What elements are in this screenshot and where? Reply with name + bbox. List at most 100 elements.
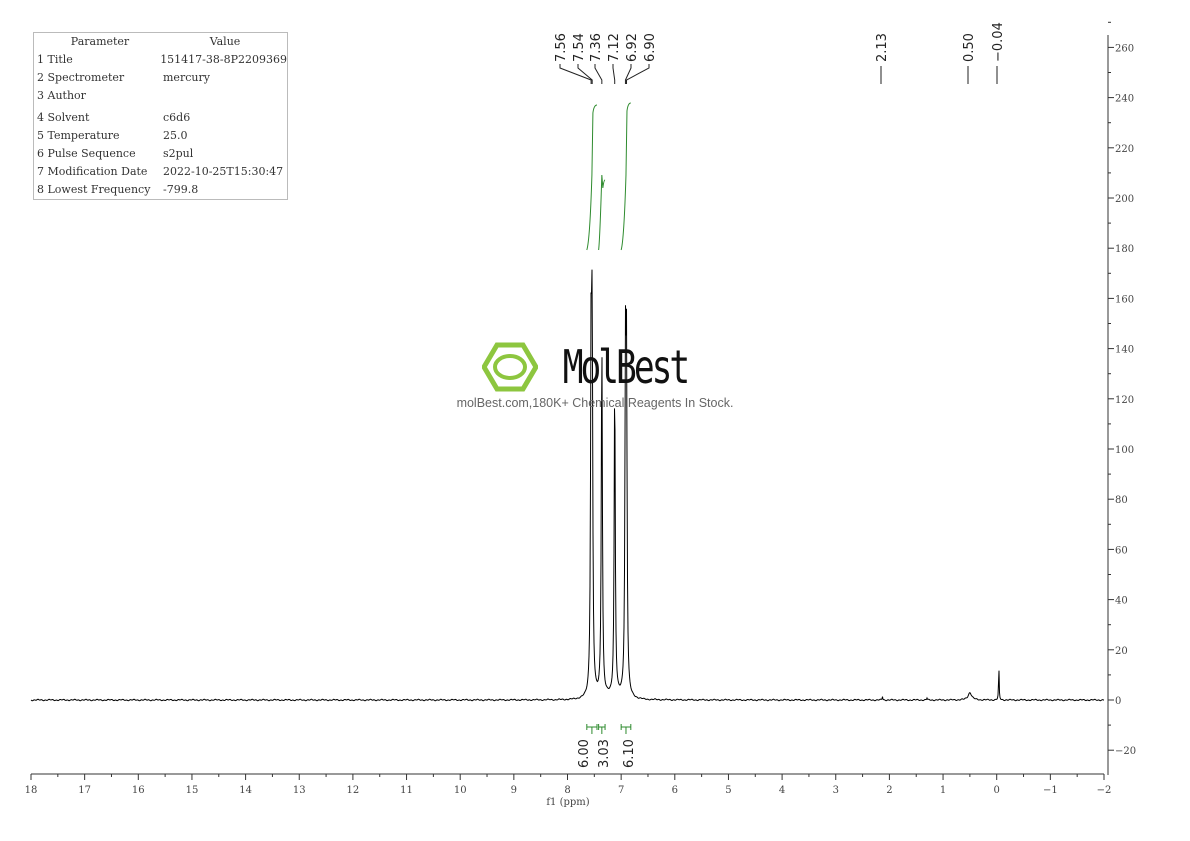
x-tick-label: 3 bbox=[833, 785, 839, 796]
x-tick-label: 6 bbox=[672, 785, 678, 796]
x-tick-label: −2 bbox=[1097, 785, 1112, 796]
y-tick-label: 220 bbox=[1115, 144, 1134, 155]
x-tick-label: 9 bbox=[511, 785, 517, 796]
integral-marks: 6.00 3.03 6.10 bbox=[577, 724, 637, 768]
x-axis-label: f1 (ppm) bbox=[546, 797, 589, 808]
peak-label: 7.54 bbox=[572, 33, 587, 62]
table-row: 4 Solvent c6d6 bbox=[34, 109, 287, 127]
integral-curves bbox=[586, 102, 631, 251]
table-row: 8 Lowest Frequency -799.8 bbox=[34, 181, 287, 199]
x-tick-label: 10 bbox=[454, 785, 467, 796]
table-row: 5 Temperature 25.0 bbox=[34, 127, 287, 145]
peak-label-leader bbox=[612, 64, 616, 84]
integral-value: 6.10 bbox=[622, 739, 637, 768]
y-tick-label: 120 bbox=[1115, 395, 1134, 406]
y-tick-label: 140 bbox=[1115, 345, 1134, 356]
x-tick-label: −1 bbox=[1043, 785, 1058, 796]
peak-labels: 7.56 7.54 7.36 7.12 6.92 6.90 2.13 0.50 −0.04 bbox=[554, 22, 1006, 84]
x-tick-label: 12 bbox=[347, 785, 360, 796]
x-tick-label: 5 bbox=[725, 785, 731, 796]
integral-value: 3.03 bbox=[597, 739, 612, 768]
x-tick-label: 14 bbox=[239, 785, 252, 796]
y-tick-label: 180 bbox=[1115, 244, 1134, 255]
x-tick-label: 13 bbox=[293, 785, 306, 796]
x-tick-label: 7 bbox=[618, 785, 624, 796]
x-tick-label: 2 bbox=[886, 785, 892, 796]
integral-bracket bbox=[620, 724, 632, 734]
peak-label: 7.36 bbox=[589, 33, 604, 62]
peak-label: 6.92 bbox=[625, 33, 640, 62]
x-tick-label: 11 bbox=[400, 785, 413, 796]
param-value: s2pul bbox=[163, 147, 194, 160]
param-value: 25.0 bbox=[163, 129, 188, 142]
y-tick-label: 200 bbox=[1115, 194, 1134, 205]
integral-curve bbox=[598, 174, 606, 251]
param-name: 5 Temperature bbox=[37, 129, 120, 142]
benzene-logo-icon bbox=[482, 342, 539, 392]
integral-value: 6.00 bbox=[577, 739, 592, 768]
x-tick-label: 16 bbox=[132, 785, 145, 796]
param-value bbox=[163, 87, 287, 105]
peak-label: 2.13 bbox=[875, 33, 890, 62]
peak-label: 0.50 bbox=[962, 33, 977, 62]
x-tick-label: 1 bbox=[940, 785, 946, 796]
integral-curve bbox=[620, 102, 631, 251]
x-tick-label: 18 bbox=[25, 785, 38, 796]
param-value: c6d6 bbox=[163, 111, 191, 124]
y-tick-label: 240 bbox=[1115, 94, 1134, 105]
param-name: 1 Title bbox=[37, 53, 73, 66]
y-axis: −20 0 20 40 60 80 100 120 140 160 180 200 220 240 260 bbox=[1107, 21, 1136, 775]
x-tick-label: 15 bbox=[186, 785, 199, 796]
peak-label-leader bbox=[626, 64, 650, 84]
peak-label-leader bbox=[559, 64, 592, 84]
table-row: 2 Spectrometer mercury bbox=[34, 69, 287, 87]
integral-bracket bbox=[586, 724, 598, 734]
watermark: MolBest molBest.com,180K+ Chemical Reage… bbox=[440, 340, 750, 410]
x-axis: 18 17 16 15 14 13 12 11 10 9 8 7 6 5 4 3 2 1 0 −1 −2 bbox=[25, 773, 1112, 796]
table-row: 7 Modification Date 2022-10-25T15:30:47 bbox=[34, 163, 287, 181]
param-name: 6 Pulse Sequence bbox=[37, 147, 136, 160]
param-name: 8 Lowest Frequency bbox=[37, 183, 151, 196]
watermark-brand: MolBest bbox=[562, 340, 690, 394]
spectrum-line bbox=[30, 269, 1105, 702]
y-tick-label: 60 bbox=[1115, 545, 1128, 556]
parameter-table: Parameter Value 1 Title 151417-38-8P22093… bbox=[33, 32, 288, 200]
peak-label-leader bbox=[577, 64, 593, 84]
y-tick-label: −20 bbox=[1115, 746, 1136, 757]
param-value: 2022-10-25T15:30:47 bbox=[163, 165, 284, 178]
peak-label: 6.90 bbox=[643, 33, 658, 62]
y-tick-label: 160 bbox=[1115, 294, 1134, 305]
y-tick-label: 40 bbox=[1115, 596, 1128, 607]
y-tick-label: 100 bbox=[1115, 445, 1134, 456]
param-name: 3 Author bbox=[37, 89, 86, 102]
peak-label: −0.04 bbox=[991, 22, 1006, 62]
param-name: 4 Solvent bbox=[37, 111, 90, 124]
y-tick-label: 20 bbox=[1115, 646, 1128, 657]
x-tick-label: 4 bbox=[779, 785, 785, 796]
y-tick-label: 260 bbox=[1115, 43, 1134, 54]
header-value: Value bbox=[209, 35, 241, 48]
peak-label-leader bbox=[624, 64, 632, 84]
integral-curve bbox=[586, 104, 598, 251]
x-tick-label: 17 bbox=[78, 785, 91, 796]
y-tick-label: 0 bbox=[1115, 696, 1121, 707]
param-value: -799.8 bbox=[163, 183, 199, 196]
integral-bracket bbox=[598, 724, 606, 734]
param-name: 2 Spectrometer bbox=[37, 71, 125, 84]
watermark-logo: MolBest bbox=[440, 340, 750, 394]
table-row: 1 Title 151417-38-8P2209369 bbox=[34, 51, 287, 69]
peak-label: 7.12 bbox=[607, 33, 622, 62]
param-value: mercury bbox=[163, 71, 210, 84]
x-tick-label: 0 bbox=[994, 785, 1000, 796]
y-tick-label: 80 bbox=[1115, 495, 1128, 506]
watermark-tagline: molBest.com,180K+ Chemical Reagents In S… bbox=[456, 396, 734, 410]
param-value: 151417-38-8P2209369 bbox=[160, 53, 287, 66]
peak-label: 7.56 bbox=[554, 33, 569, 62]
header-parameter: Parameter bbox=[70, 35, 130, 48]
parameter-table-header: Parameter Value bbox=[34, 33, 287, 51]
x-tick-label: 8 bbox=[564, 785, 570, 796]
table-row: 3 Author bbox=[34, 87, 287, 105]
peak-label-leader bbox=[594, 64, 603, 84]
param-name: 7 Modification Date bbox=[37, 165, 148, 178]
